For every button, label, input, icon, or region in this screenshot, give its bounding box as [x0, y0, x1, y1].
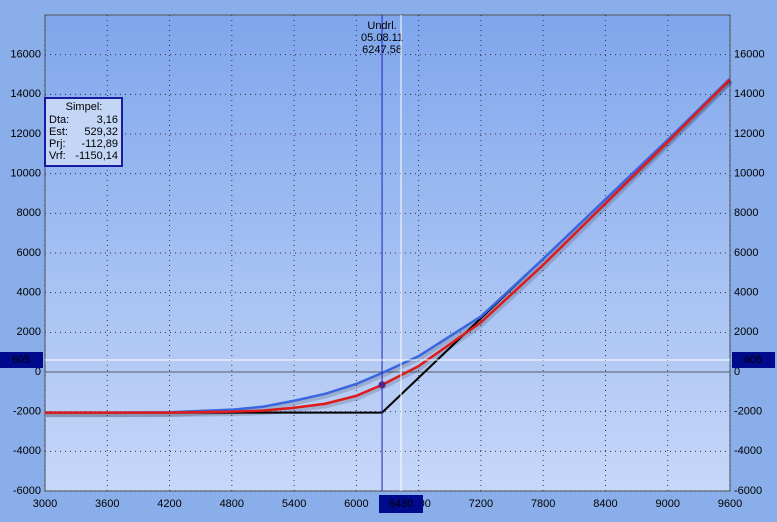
x-tick-label: 8400 [593, 498, 617, 510]
y-tick-label-right: -6000 [734, 485, 762, 497]
y-tick-label-right: 4000 [734, 287, 758, 299]
y-tick-label: 16000 [10, 49, 41, 61]
line-shadow [46, 79, 733, 418]
crosshair-y-label-right: 605 [744, 354, 762, 366]
y-tick-label: -6000 [13, 485, 41, 497]
x-tick-label: 4200 [157, 498, 181, 510]
y-tick-label: 8000 [17, 207, 41, 219]
y-tick-label-right: 14000 [734, 88, 765, 100]
info-label: Vrf: [49, 150, 66, 162]
y-tick-label: 12000 [10, 128, 41, 140]
info-value: -1150,14 [75, 150, 118, 162]
underlying-point [378, 381, 386, 389]
underlying-label: Undrl. [367, 20, 396, 32]
info-label: Est: [49, 126, 68, 138]
x-tick-label: 6000 [344, 498, 368, 510]
y-tick-label: 0 [35, 366, 41, 378]
crosshair-y-label-left: 605 [12, 354, 30, 366]
y-tick-label-right: 8000 [734, 207, 758, 219]
x-tick-label: 5400 [282, 498, 306, 510]
info-box [44, 97, 123, 167]
x-tick-label: 7800 [531, 498, 555, 510]
x-tick-label: 9600 [718, 498, 742, 510]
y-tick-label-right: 0 [734, 366, 740, 378]
plot-area [44, 14, 731, 492]
crosshair-y-box-right [732, 352, 775, 369]
underlying-value-label: 6247,58 [362, 44, 402, 56]
y-tick-label: -2000 [13, 406, 41, 418]
x-tick-label: 7200 [469, 498, 493, 510]
info-label: Prj: [49, 138, 66, 150]
y-tick-label: 10000 [10, 168, 41, 180]
y-tick-label: 6000 [17, 247, 41, 259]
underlying-date: 05.08.11 [361, 32, 403, 44]
info-value: 529,32 [84, 126, 118, 138]
info-value: -112,89 [82, 138, 119, 150]
crosshair-x-box [378, 495, 423, 513]
y-tick-label-right: 16000 [734, 49, 765, 61]
x-tick-label: 3600 [95, 498, 119, 510]
y-tick-label-right: -4000 [734, 445, 762, 457]
info-title: Simpel: [66, 101, 103, 113]
y-tick-label-right: 2000 [734, 326, 758, 338]
line [45, 78, 731, 414]
y-tick-label-right: -2000 [734, 406, 762, 418]
x-tick-label: 9000 [655, 498, 679, 510]
crosshair-x-label: 6430 [389, 498, 413, 510]
y-tick-label: 4000 [17, 287, 41, 299]
y-tick-label-right: 6000 [734, 247, 758, 259]
y-tick-label-right: 10000 [734, 168, 765, 180]
y-tick-label: 2000 [17, 326, 41, 338]
info-label: Dta: [49, 114, 69, 126]
crosshair-y-box-left [0, 352, 43, 369]
y-tick-label: 14000 [10, 88, 41, 100]
y-tick-label-right: 12000 [734, 128, 765, 140]
x-tick-label: 4800 [220, 498, 244, 510]
info-value: 3,16 [97, 114, 118, 126]
y-tick-label: -4000 [13, 445, 41, 457]
x-tick-label: 3000 [33, 498, 57, 510]
